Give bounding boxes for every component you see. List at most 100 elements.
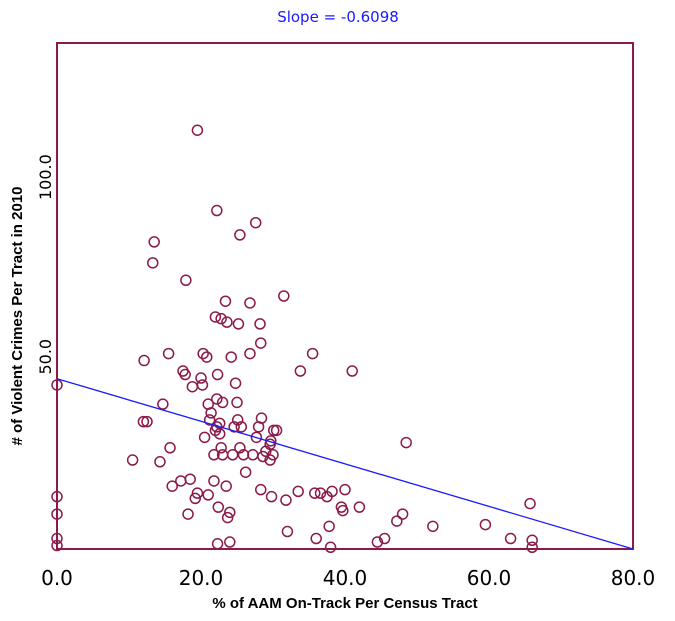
scatter-point (244, 297, 256, 309)
scatter-point (215, 442, 227, 454)
x-tick-label: 80.0 (611, 566, 656, 590)
scatter-point (255, 483, 267, 496)
scatter-point (201, 351, 213, 363)
scatter-point (212, 501, 225, 513)
slope-annotation: Slope = -0.6098 (277, 8, 399, 26)
x-tick-label: 40.0 (323, 566, 368, 590)
scatter-point (208, 449, 220, 461)
scatter-point (281, 525, 294, 538)
scatter-point (229, 377, 242, 389)
scatter-point (255, 337, 267, 349)
scatter-point (270, 424, 283, 437)
scatter-point (228, 421, 240, 433)
scatter-point (219, 295, 232, 307)
scatter-point (526, 534, 538, 547)
scatter-point (166, 480, 178, 492)
scatter-point (147, 257, 159, 269)
scatter-point (205, 407, 217, 419)
scatter-point (232, 318, 245, 330)
scatter-point (51, 532, 63, 545)
scatter-point (196, 379, 209, 391)
scatter-point (249, 216, 262, 229)
scatter-point (211, 538, 224, 550)
scatter-point (164, 442, 176, 454)
scatter-point (148, 236, 160, 248)
scatter-point (326, 485, 338, 498)
scatter-point (400, 436, 412, 449)
scatter-point (216, 396, 229, 409)
scatter-point (278, 290, 290, 302)
scatter-point (154, 456, 166, 468)
scatter-point (180, 274, 192, 287)
trend-line (56, 378, 634, 550)
scatter-point (224, 536, 236, 548)
scatter-point (324, 541, 337, 554)
scatter-point (162, 347, 175, 360)
scatter-point (191, 487, 204, 499)
scatter-point (211, 368, 224, 381)
scatter-point (202, 489, 214, 501)
scatter-point (195, 372, 207, 384)
scatter-point (280, 494, 292, 506)
scatter-point (209, 311, 222, 323)
y-tick-label: 100.0 (36, 154, 55, 200)
scatter-point (231, 414, 244, 426)
scatter-point (208, 475, 220, 487)
scatter-point (213, 428, 226, 440)
scatter-point (225, 351, 237, 363)
scatter-point (427, 520, 439, 533)
scatter-point (337, 504, 349, 517)
marks-layer (51, 124, 634, 554)
y-tick-label: 50.0 (36, 339, 55, 375)
scatter-point (141, 415, 153, 428)
scatter-point (221, 316, 233, 328)
scatter-point (479, 518, 492, 531)
scatter-point (255, 412, 268, 424)
scatter-point (309, 487, 321, 499)
scatter-point (198, 431, 211, 444)
scatter-point (378, 532, 391, 545)
scatter-point (339, 483, 351, 496)
scatter-point (353, 501, 366, 513)
ticks-layer: 0.0 20.0 40.0 60.0 80.0 50.0 100.0 (36, 154, 655, 590)
scatter-point (137, 415, 150, 428)
scatter-point (267, 424, 280, 437)
y-axis-title: # of Violent Crimes Per Tract in 2010 (9, 187, 26, 446)
scatter-point (138, 354, 150, 367)
x-tick-label: 20.0 (179, 566, 224, 590)
scatter-point (234, 229, 246, 241)
scatter-point (396, 508, 409, 520)
scatter-point (239, 466, 252, 478)
scatter-point (526, 541, 538, 554)
scatter-point (250, 431, 263, 444)
scatter-point (234, 442, 246, 454)
scatter-point (189, 492, 201, 505)
scatter-point (51, 539, 63, 552)
scatter-point (182, 508, 194, 520)
scatter-point (265, 490, 278, 503)
scatter-point (220, 480, 232, 492)
scatter-point (203, 414, 216, 426)
scatter-point (292, 485, 304, 498)
scatter-point (235, 421, 248, 433)
scatter-point (254, 318, 266, 330)
scatter-point (314, 487, 327, 499)
scatter-point (51, 490, 63, 503)
scatter-point (126, 454, 139, 466)
scatter-point (226, 449, 239, 461)
scatter-point (179, 368, 191, 381)
scatter-point (51, 379, 63, 391)
scatter-point (310, 532, 322, 545)
scatter-point (231, 396, 243, 409)
scatter-point (524, 497, 536, 510)
scatter-point (184, 473, 196, 485)
scatter-point (211, 393, 223, 405)
x-axis-title: % of AAM On-Track Per Census Tract (212, 595, 477, 612)
scatter-point (323, 520, 335, 533)
scatter-point (191, 124, 204, 136)
scatter-point (267, 449, 279, 461)
scatter-point (294, 365, 307, 377)
scatter-point (391, 515, 403, 527)
